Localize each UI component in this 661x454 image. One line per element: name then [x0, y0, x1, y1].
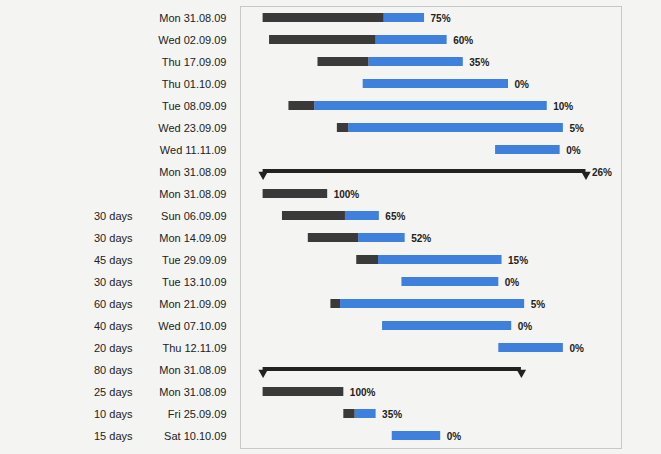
svg-text:20 days: 20 days — [94, 342, 133, 354]
svg-text:30 days: 30 days — [94, 210, 133, 222]
svg-text:52%: 52% — [411, 233, 431, 244]
svg-text:45 days: 45 days — [94, 254, 133, 266]
svg-text:30 days: 30 days — [94, 276, 133, 288]
svg-text:Mon 31.08.09: Mon 31.08.09 — [159, 166, 226, 178]
svg-text:Thu 12.11.09: Thu 12.11.09 — [162, 342, 226, 354]
svg-text:0%: 0% — [447, 431, 462, 442]
svg-text:60%: 60% — [453, 35, 473, 46]
svg-text:40 days: 40 days — [94, 320, 133, 332]
svg-text:Tue 29.09.09: Tue 29.09.09 — [162, 254, 226, 266]
svg-text:75%: 75% — [431, 13, 451, 24]
svg-text:80 days: 80 days — [94, 364, 133, 376]
svg-text:100%: 100% — [350, 387, 376, 398]
svg-text:35%: 35% — [469, 57, 489, 68]
svg-text:Tue 08.09.09: Tue 08.09.09 — [162, 100, 226, 112]
svg-text:Mon 31.08.09: Mon 31.08.09 — [159, 12, 226, 24]
svg-text:100%: 100% — [334, 189, 360, 200]
svg-text:10%: 10% — [553, 101, 573, 112]
svg-text:Fri 25.09.09: Fri 25.09.09 — [168, 408, 227, 420]
svg-text:Thu 17.09.09: Thu 17.09.09 — [162, 56, 227, 68]
svg-text:5%: 5% — [569, 123, 584, 134]
svg-text:Mon 14.09.09: Mon 14.09.09 — [159, 232, 226, 244]
svg-text:Mon 31.08.09: Mon 31.08.09 — [159, 188, 226, 200]
svg-text:0%: 0% — [514, 79, 529, 90]
svg-text:60 days: 60 days — [94, 298, 133, 310]
svg-text:Wed 23.09.09: Wed 23.09.09 — [158, 122, 226, 134]
svg-text:Mon 31.08.09: Mon 31.08.09 — [159, 386, 226, 398]
svg-text:10 days: 10 days — [94, 408, 133, 420]
svg-text:0%: 0% — [566, 145, 581, 156]
svg-text:Tue 13.10.09: Tue 13.10.09 — [162, 276, 226, 288]
svg-text:5%: 5% — [531, 299, 546, 310]
svg-text:Wed 02.09.09: Wed 02.09.09 — [158, 34, 226, 46]
svg-text:35%: 35% — [382, 409, 402, 420]
svg-text:Wed 07.10.09: Wed 07.10.09 — [158, 320, 226, 332]
svg-text:65%: 65% — [385, 211, 405, 222]
svg-text:15%: 15% — [508, 255, 528, 266]
svg-text:Mon 31.08.09: Mon 31.08.09 — [159, 364, 226, 376]
svg-text:0%: 0% — [518, 321, 533, 332]
svg-text:Mon 21.09.09: Mon 21.09.09 — [159, 298, 226, 310]
svg-text:25 days: 25 days — [94, 386, 133, 398]
svg-text:Wed 11.11.09: Wed 11.11.09 — [160, 144, 227, 156]
svg-text:Sat 10.10.09: Sat 10.10.09 — [164, 430, 226, 442]
svg-text:26%: 26% — [592, 167, 612, 178]
svg-text:Sun 06.09.09: Sun 06.09.09 — [161, 210, 226, 222]
svg-text:30 days: 30 days — [94, 232, 133, 244]
svg-text:15 days: 15 days — [94, 430, 133, 442]
svg-text:0%: 0% — [569, 343, 584, 354]
svg-text:Thu 01.10.09: Thu 01.10.09 — [162, 78, 227, 90]
svg-text:0%: 0% — [505, 277, 520, 288]
